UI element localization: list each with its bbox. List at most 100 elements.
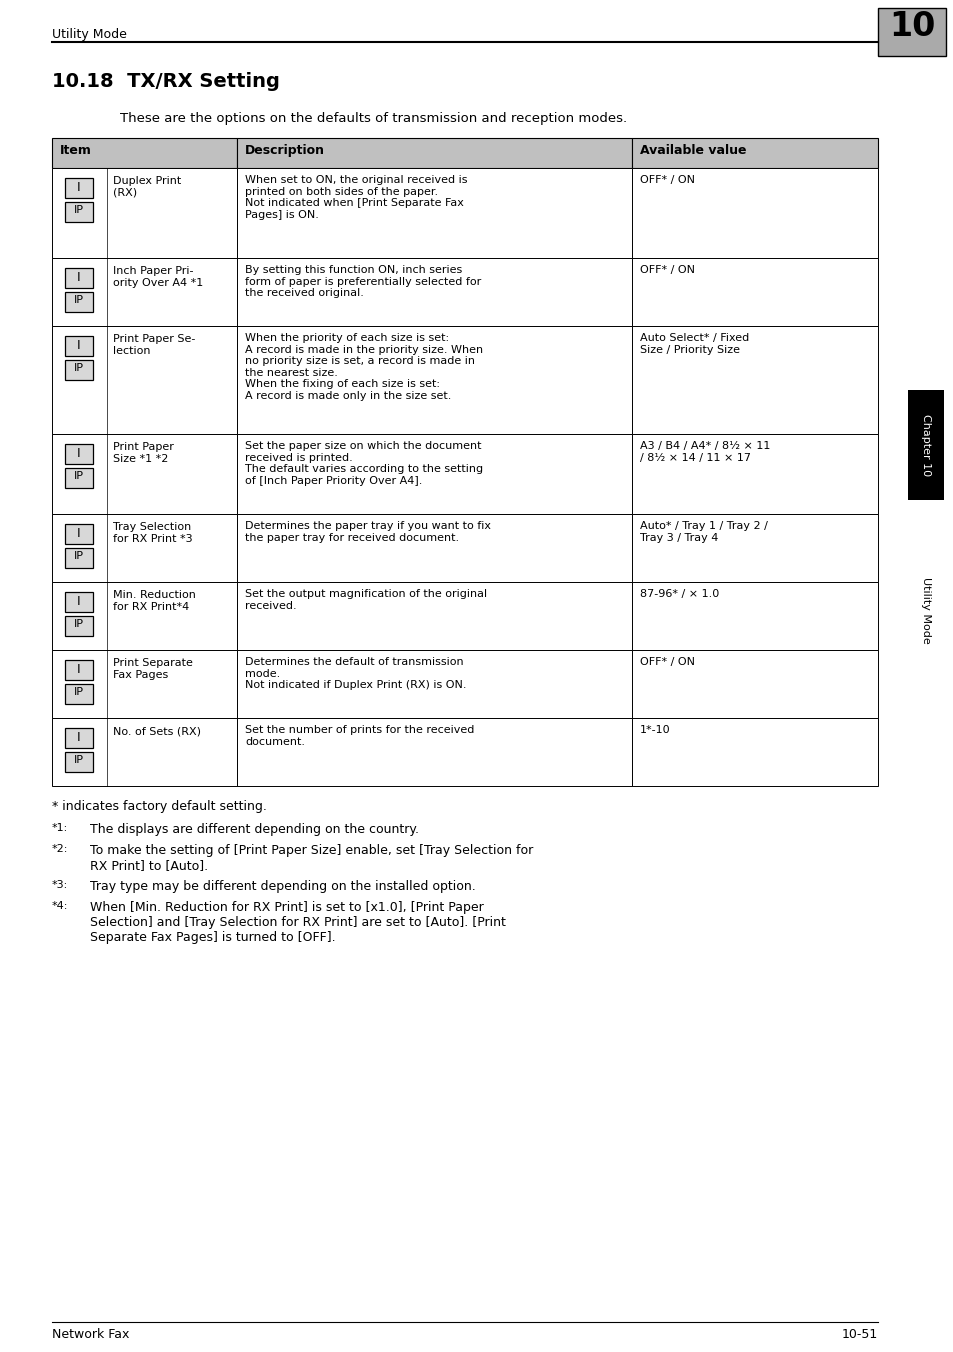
Text: Description: Description: [245, 145, 325, 157]
Text: *4:: *4:: [52, 900, 69, 911]
Bar: [236, 138, 631, 168]
Bar: [65, 660, 92, 680]
Text: IP: IP: [74, 295, 84, 306]
Bar: [65, 292, 92, 312]
Text: Set the output magnification of the original
received.: Set the output magnification of the orig…: [245, 589, 487, 611]
Bar: [65, 268, 92, 288]
Bar: [52, 581, 236, 650]
Bar: [65, 468, 92, 488]
Text: No. of Sets (RX): No. of Sets (RX): [112, 726, 201, 735]
Bar: [65, 727, 92, 748]
Bar: [65, 525, 92, 544]
Text: Determines the paper tray if you want to fix
the paper tray for received documen: Determines the paper tray if you want to…: [245, 521, 491, 542]
Text: 10: 10: [888, 9, 934, 43]
Bar: [631, 138, 877, 168]
Text: Available value: Available value: [639, 145, 745, 157]
Text: OFF* / ON: OFF* / ON: [639, 174, 695, 185]
Text: Print Paper Se-
lection: Print Paper Se- lection: [112, 334, 195, 356]
Bar: [236, 650, 631, 718]
Text: *3:: *3:: [52, 880, 69, 890]
Bar: [65, 178, 92, 197]
Bar: [631, 434, 877, 514]
Text: 10.18  TX/RX Setting: 10.18 TX/RX Setting: [52, 72, 279, 91]
Text: Utility Mode: Utility Mode: [920, 576, 930, 644]
Bar: [631, 718, 877, 786]
Bar: [236, 258, 631, 326]
Text: I: I: [77, 527, 81, 539]
Text: I: I: [77, 662, 81, 676]
Text: OFF* / ON: OFF* / ON: [639, 657, 695, 667]
Text: By setting this function ON, inch series
form of paper is preferentially selecte: By setting this function ON, inch series…: [245, 265, 480, 299]
Text: *2:: *2:: [52, 844, 69, 854]
Bar: [52, 168, 236, 258]
Text: IP: IP: [74, 619, 84, 629]
Text: Item: Item: [60, 145, 91, 157]
Text: Set the number of prints for the received
document.: Set the number of prints for the receive…: [245, 725, 474, 746]
Bar: [631, 650, 877, 718]
Bar: [236, 434, 631, 514]
Text: I: I: [77, 181, 81, 193]
Text: A3 / B4 / A4* / 8¹⁄₂ × 11
/ 8¹⁄₂ × 14 / 11 × 17: A3 / B4 / A4* / 8¹⁄₂ × 11 / 8¹⁄₂ × 14 / …: [639, 441, 770, 462]
Bar: [65, 360, 92, 380]
Text: Inch Paper Pri-
ority Over A4 *1: Inch Paper Pri- ority Over A4 *1: [112, 266, 203, 288]
Text: Network Fax: Network Fax: [52, 1328, 130, 1341]
Bar: [236, 326, 631, 434]
Bar: [65, 592, 92, 612]
Text: IP: IP: [74, 687, 84, 698]
Bar: [52, 514, 236, 581]
Bar: [236, 168, 631, 258]
Text: I: I: [77, 270, 81, 284]
Text: Print Paper
Size *1 *2: Print Paper Size *1 *2: [112, 442, 173, 464]
Text: IP: IP: [74, 552, 84, 561]
Bar: [52, 258, 236, 326]
Text: IP: IP: [74, 362, 84, 373]
Text: When set to ON, the original received is
printed on both sides of the paper.
Not: When set to ON, the original received is…: [245, 174, 467, 220]
Bar: [877, 8, 945, 55]
Bar: [52, 434, 236, 514]
Text: OFF* / ON: OFF* / ON: [639, 265, 695, 274]
Bar: [631, 258, 877, 326]
Bar: [52, 650, 236, 718]
Bar: [52, 138, 236, 168]
Bar: [631, 514, 877, 581]
Text: The displays are different depending on the country.: The displays are different depending on …: [90, 823, 418, 836]
Text: IP: IP: [74, 754, 84, 765]
Bar: [52, 326, 236, 434]
Bar: [65, 617, 92, 635]
Text: Tray Selection
for RX Print *3: Tray Selection for RX Print *3: [112, 522, 193, 544]
Text: Determines the default of transmission
mode.
Not indicated if Duplex Print (RX) : Determines the default of transmission m…: [245, 657, 466, 691]
Bar: [907, 389, 943, 500]
Bar: [65, 684, 92, 704]
Bar: [631, 168, 877, 258]
Text: *1:: *1:: [52, 823, 69, 833]
Bar: [236, 718, 631, 786]
Text: I: I: [77, 339, 81, 352]
Bar: [236, 581, 631, 650]
Text: Auto Select* / Fixed
Size / Priority Size: Auto Select* / Fixed Size / Priority Siz…: [639, 333, 748, 354]
Text: Auto* / Tray 1 / Tray 2 /
Tray 3 / Tray 4: Auto* / Tray 1 / Tray 2 / Tray 3 / Tray …: [639, 521, 767, 542]
Text: * indicates factory default setting.: * indicates factory default setting.: [52, 800, 267, 813]
Bar: [236, 514, 631, 581]
Bar: [52, 718, 236, 786]
Bar: [65, 443, 92, 464]
Text: When [Min. Reduction for RX Print] is set to [x1.0], [Print Paper
Selection] and: When [Min. Reduction for RX Print] is se…: [90, 900, 505, 944]
Text: Print Separate
Fax Pages: Print Separate Fax Pages: [112, 658, 193, 680]
Text: IP: IP: [74, 206, 84, 215]
Text: Duplex Print
(RX): Duplex Print (RX): [112, 176, 181, 197]
Bar: [65, 548, 92, 568]
Text: 10-51: 10-51: [841, 1328, 877, 1341]
Text: Utility Mode: Utility Mode: [52, 28, 127, 41]
Text: IP: IP: [74, 470, 84, 481]
Text: I: I: [77, 448, 81, 460]
Text: 1*-10: 1*-10: [639, 725, 670, 735]
Bar: [65, 337, 92, 356]
Text: Chapter 10: Chapter 10: [920, 414, 930, 476]
Text: Min. Reduction
for RX Print*4: Min. Reduction for RX Print*4: [112, 589, 195, 611]
Bar: [631, 326, 877, 434]
Text: These are the options on the defaults of transmission and reception modes.: These are the options on the defaults of…: [120, 112, 626, 124]
Text: Tray type may be different depending on the installed option.: Tray type may be different depending on …: [90, 880, 476, 894]
Text: To make the setting of [Print Paper Size] enable, set [Tray Selection for
RX Pri: To make the setting of [Print Paper Size…: [90, 844, 533, 872]
Text: Set the paper size on which the document
received is printed.
The default varies: Set the paper size on which the document…: [245, 441, 482, 485]
Text: 87-96* / × 1.0: 87-96* / × 1.0: [639, 589, 719, 599]
Bar: [65, 201, 92, 222]
